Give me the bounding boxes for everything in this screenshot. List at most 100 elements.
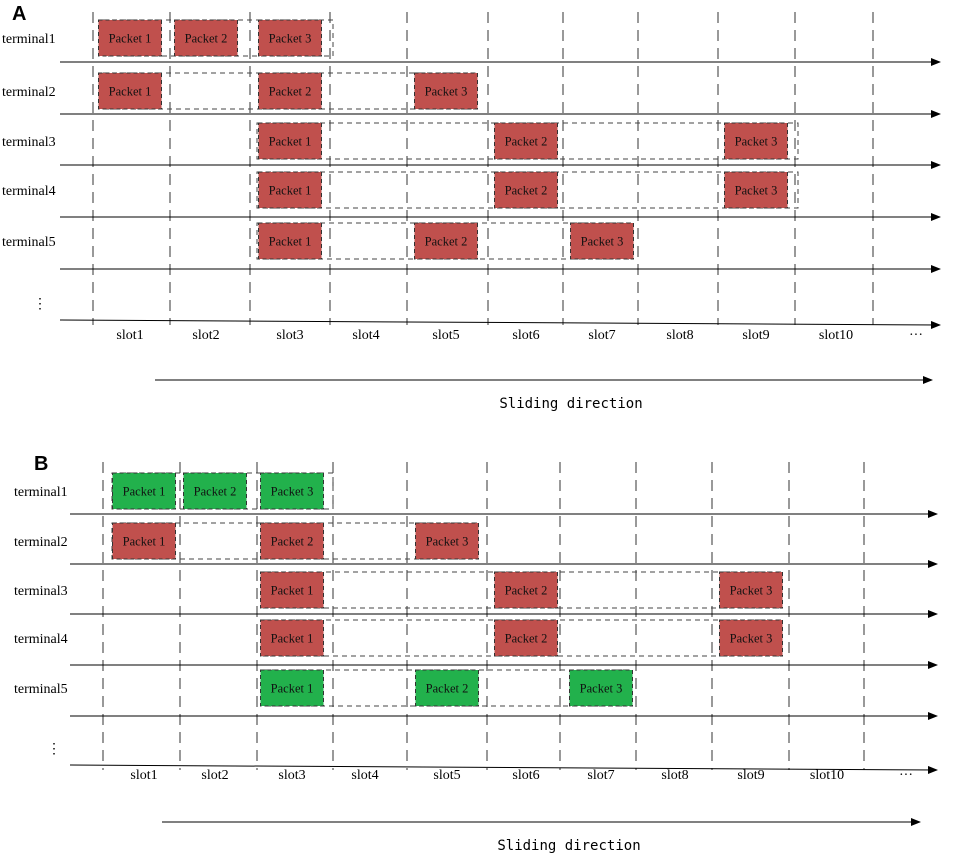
slot-label: slot10: [810, 768, 844, 783]
packet-label: Packet 2: [505, 184, 548, 198]
packet-label: Packet 3: [426, 535, 469, 549]
packet-box: [415, 669, 479, 707]
terminal-label: terminal3: [2, 135, 56, 150]
packet-box: [494, 619, 558, 657]
slot-label: slot8: [661, 768, 688, 783]
packet-label: Packet 1: [109, 85, 152, 99]
slot-label: slot3: [276, 328, 303, 343]
slot-label: slot7: [587, 768, 614, 783]
packet-box: [258, 222, 322, 260]
slot-label: slot9: [742, 328, 769, 343]
terminal-label: terminal2: [2, 85, 56, 100]
packet-label: Packet 2: [505, 632, 548, 646]
slot-label: slot1: [116, 328, 143, 343]
packet-box: [414, 222, 478, 260]
packet-box: [724, 122, 788, 160]
slot-label: slot6: [512, 768, 539, 783]
terminal-label: terminal4: [2, 184, 56, 199]
packet-box: [98, 19, 162, 57]
packet-label: Packet 1: [269, 235, 312, 249]
packet-box: [719, 571, 783, 609]
packet-box: [494, 122, 558, 160]
slot-label: slot8: [666, 328, 693, 343]
packet-label: Packet 2: [194, 485, 237, 499]
slot-label: slot1: [130, 768, 157, 783]
slot-label: slot5: [432, 328, 459, 343]
time-axis-arrow: [59, 319, 941, 329]
packet-box: [260, 522, 324, 560]
slot-label: slot7: [588, 328, 615, 343]
packet-label: Packet 3: [581, 235, 624, 249]
packet-label: Packet 3: [271, 485, 314, 499]
packet-label: Packet 1: [271, 632, 314, 646]
slot-label: slot9: [737, 768, 764, 783]
packet-box: [112, 472, 176, 510]
packet-label: Packet 2: [271, 535, 314, 549]
packet-box: [569, 669, 633, 707]
more-terminals-ellipsis: ⋮: [47, 742, 61, 757]
sliding-direction-label: Sliding direction: [499, 396, 642, 412]
packet-label: Packet 2: [185, 32, 228, 46]
packet-label: Packet 1: [123, 535, 166, 549]
packet-label: Packet 1: [109, 32, 152, 46]
packet-label: Packet 3: [730, 632, 773, 646]
packet-label: Packet 3: [730, 584, 773, 598]
packet-box: [258, 122, 322, 160]
terminal-label: terminal3: [14, 584, 68, 599]
slot-label: slot3: [278, 768, 305, 783]
packet-box: [260, 669, 324, 707]
packet-label: Packet 1: [269, 184, 312, 198]
packet-label: Packet 3: [735, 135, 778, 149]
packet-box: [258, 19, 322, 57]
packet-label: Packet 2: [426, 682, 469, 696]
slot-label: ···: [899, 768, 913, 783]
packet-box: [183, 472, 247, 510]
terminal-label: terminal5: [14, 682, 68, 697]
packet-box: [260, 571, 324, 609]
terminal-label: terminal4: [14, 632, 68, 647]
packet-label: Packet 3: [425, 85, 468, 99]
packet-label: Packet 1: [269, 135, 312, 149]
packet-label: Packet 3: [580, 682, 623, 696]
packet-box: [414, 72, 478, 110]
slot-label: slot4: [351, 768, 378, 783]
time-axis-arrow: [69, 764, 938, 774]
packet-box: [260, 472, 324, 510]
packet-label: Packet 2: [425, 235, 468, 249]
packet-box: [719, 619, 783, 657]
packet-box: [258, 72, 322, 110]
packet-label: Packet 1: [123, 485, 166, 499]
packet-label: Packet 1: [271, 584, 314, 598]
sliding-direction-label: Sliding direction: [497, 838, 640, 854]
packet-box: [260, 619, 324, 657]
slot-label: slot5: [433, 768, 460, 783]
packet-box: [112, 522, 176, 560]
packet-box: [415, 522, 479, 560]
packet-label: Packet 1: [271, 682, 314, 696]
terminal-label: terminal5: [2, 235, 56, 250]
packet-box: [724, 171, 788, 209]
more-terminals-ellipsis: ⋮: [33, 297, 47, 312]
packet-label: Packet 2: [269, 85, 312, 99]
packet-box: [570, 222, 634, 260]
packet-box: [258, 171, 322, 209]
panel-label: A: [12, 3, 26, 25]
panel-label: B: [34, 453, 48, 475]
terminal-label: terminal2: [14, 535, 68, 550]
terminal-label: terminal1: [14, 485, 68, 500]
packet-label: Packet 2: [505, 584, 548, 598]
slot-label: slot4: [352, 328, 379, 343]
packet-box: [494, 571, 558, 609]
packet-label: Packet 2: [505, 135, 548, 149]
slot-label: slot10: [819, 328, 853, 343]
packet-label: Packet 3: [735, 184, 778, 198]
slot-label: slot6: [512, 328, 539, 343]
packet-box: [98, 72, 162, 110]
terminal-label: terminal1: [2, 32, 56, 47]
packet-label: Packet 3: [269, 32, 312, 46]
packet-box: [494, 171, 558, 209]
slot-label: slot2: [201, 768, 228, 783]
